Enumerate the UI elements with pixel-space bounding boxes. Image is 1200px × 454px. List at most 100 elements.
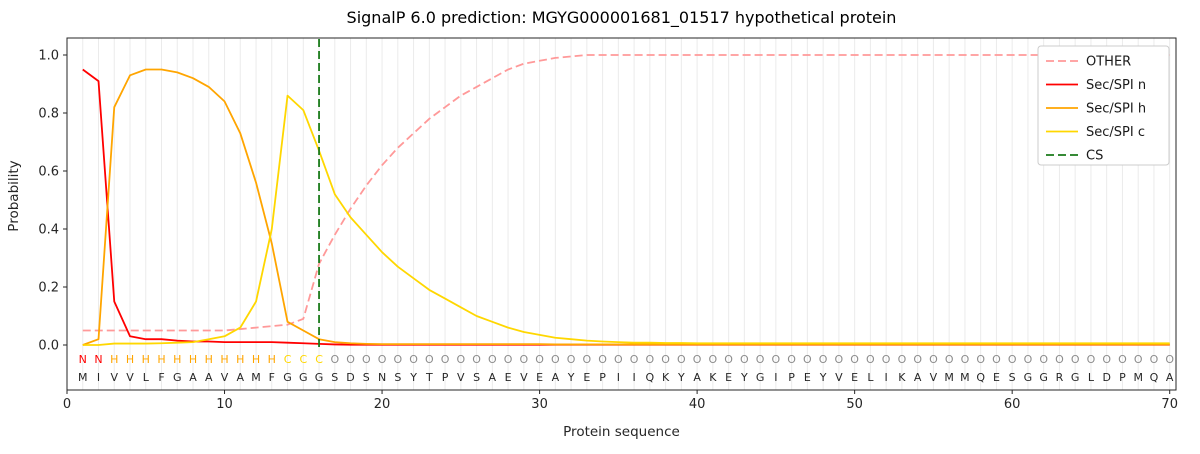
residue-letter: Y — [409, 371, 417, 384]
residue-letter: A — [693, 371, 701, 384]
residue-letter: G — [1024, 371, 1033, 384]
region-label: H — [205, 353, 213, 366]
residue-letter: E — [583, 371, 590, 384]
y-tick-label: 0.0 — [38, 339, 59, 354]
series-line-sec-spi-h — [82, 68, 1170, 346]
region-label: H — [110, 353, 118, 366]
residue-letter: G — [756, 371, 765, 384]
region-label: O — [393, 353, 402, 366]
region-label: O — [614, 353, 623, 366]
residue-letter: G — [283, 371, 292, 384]
residue-letter: V — [110, 371, 118, 384]
region-label: O — [519, 353, 528, 366]
x-tick-label: 10 — [216, 397, 233, 412]
region-label: O — [835, 353, 844, 366]
residue-letter: P — [599, 371, 606, 384]
residue-letter: M — [78, 371, 88, 384]
region-label: C — [284, 353, 292, 366]
residue-letter: I — [774, 371, 777, 384]
region-label: O — [756, 353, 765, 366]
region-label: H — [268, 353, 276, 366]
residue-letter: P — [788, 371, 795, 384]
region-label: O — [1150, 353, 1159, 366]
x-tick-label: 50 — [846, 397, 863, 412]
residue-letter: M — [1133, 371, 1143, 384]
region-label: O — [850, 353, 859, 366]
y-tick-label: 0.8 — [38, 107, 59, 122]
legend-label: Sec/SPI c — [1086, 125, 1145, 140]
residue-letter: Q — [646, 371, 655, 384]
residue-letter: I — [97, 371, 100, 384]
residue-letter: G — [1039, 371, 1048, 384]
residue-letter: R — [1056, 371, 1064, 384]
region-label: O — [378, 353, 387, 366]
region-label: O — [898, 353, 907, 366]
residue-letter: G — [315, 371, 324, 384]
x-tick-label: 70 — [1161, 397, 1178, 412]
region-label: H — [157, 353, 165, 366]
region-label: O — [598, 353, 607, 366]
legend-label: CS — [1086, 149, 1103, 164]
residue-letter: F — [269, 371, 275, 384]
region-label: O — [866, 353, 875, 366]
residue-letter: S — [1009, 371, 1016, 384]
region-label: C — [315, 353, 323, 366]
region-label: O — [724, 353, 733, 366]
region-label: O — [1071, 353, 1080, 366]
residue-letter: E — [993, 371, 1000, 384]
region-label: O — [693, 353, 702, 366]
region-label: O — [1024, 353, 1033, 366]
region-label: O — [1102, 353, 1111, 366]
legend-label: OTHER — [1086, 55, 1131, 70]
region-label: O — [913, 353, 922, 366]
region-label: H — [173, 353, 181, 366]
y-tick-label: 0.6 — [38, 165, 59, 180]
residue-letter: Q — [976, 371, 985, 384]
region-label: O — [1055, 353, 1064, 366]
region-label: O — [929, 353, 938, 366]
region-label: O — [661, 353, 670, 366]
residue-letter: M — [944, 371, 954, 384]
region-label: O — [362, 353, 371, 366]
region-label: C — [299, 353, 307, 366]
region-label: O — [646, 353, 655, 366]
residue-letter: V — [126, 371, 134, 384]
x-tick-label: 0 — [63, 397, 71, 412]
residue-letter: N — [378, 371, 386, 384]
region-label: H — [220, 353, 228, 366]
residue-letter: E — [804, 371, 811, 384]
residue-letter: L — [143, 371, 150, 384]
residue-letter: V — [930, 371, 938, 384]
residue-letter: I — [885, 371, 888, 384]
legend-box — [1037, 45, 1170, 166]
residue-letter: Y — [740, 371, 748, 384]
residue-letter: Y — [567, 371, 575, 384]
residue-letter: A — [205, 371, 213, 384]
residue-letter: G — [1071, 371, 1080, 384]
residue-letter: A — [189, 371, 197, 384]
region-label: O — [882, 353, 891, 366]
region-label: O — [583, 353, 592, 366]
residue-letter: G — [299, 371, 308, 384]
y-axis-label: Probability — [6, 160, 22, 232]
chart-title: SignalP 6.0 prediction: MGYG000001681_01… — [346, 8, 897, 27]
residue-letter: V — [835, 371, 843, 384]
residue-letter: D — [1102, 371, 1110, 384]
residue-letter: K — [898, 371, 906, 384]
residue-letter: E — [505, 371, 512, 384]
residue-letter: S — [331, 371, 338, 384]
plot-frame — [66, 37, 1177, 391]
residue-letter: A — [489, 371, 497, 384]
region-label: O — [630, 353, 639, 366]
residue-letter: V — [221, 371, 229, 384]
region-label: O — [409, 353, 418, 366]
residue-letter: A — [237, 371, 245, 384]
residue-letter: A — [552, 371, 560, 384]
residue-letter: P — [442, 371, 449, 384]
region-label: O — [1008, 353, 1017, 366]
region-label: O — [567, 353, 576, 366]
residue-letter: I — [632, 371, 635, 384]
legend-label: Sec/SPI h — [1086, 102, 1146, 117]
region-label: H — [189, 353, 197, 366]
